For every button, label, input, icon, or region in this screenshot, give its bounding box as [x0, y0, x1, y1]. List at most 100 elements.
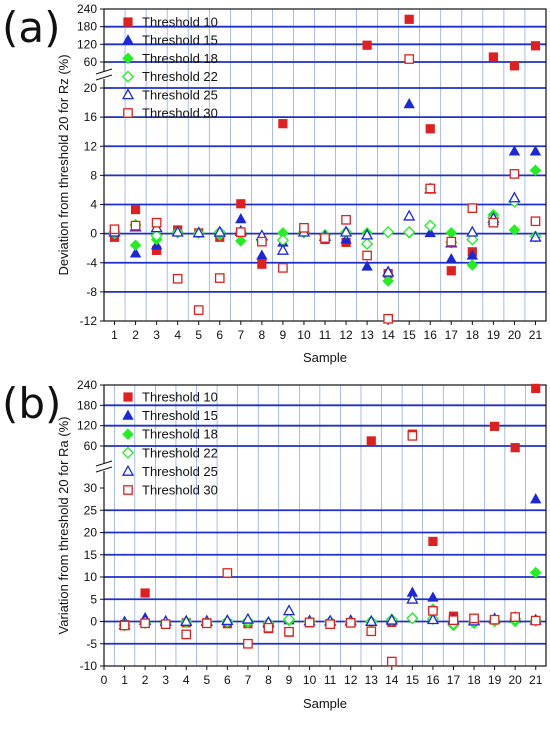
data-point [214, 273, 225, 283]
legend-label: Threshold 15 [142, 33, 218, 48]
x-tick-label: 6 [224, 673, 231, 687]
x-tick-label: 9 [280, 328, 287, 342]
data-point [282, 613, 296, 626]
legend-label: Threshold 22 [142, 69, 218, 84]
legend-marker [122, 428, 134, 440]
x-tick-label: 10 [303, 673, 317, 687]
data-point [529, 145, 542, 156]
data-point [130, 220, 141, 231]
data-point [531, 383, 541, 393]
legend-item: Threshold 15 [122, 408, 218, 423]
data-point [263, 622, 274, 633]
data-point [235, 213, 247, 224]
axis-break-gap [96, 71, 112, 79]
data-point [213, 225, 226, 237]
data-point [345, 617, 356, 628]
x-tick-label: 14 [385, 673, 399, 687]
axis-break-mark [95, 460, 113, 467]
y-axis-title: Variation from threshold 20 for Ra (%) [56, 417, 71, 635]
data-point [299, 222, 309, 233]
x-tick-label: 3 [153, 328, 160, 342]
y-tick-label: 12 [84, 139, 98, 153]
data-point [508, 191, 521, 203]
x-tick-label: 8 [265, 673, 272, 687]
y-tick-label: 16 [84, 110, 98, 124]
legend-item: Threshold 22 [121, 445, 218, 460]
data-point [467, 203, 478, 213]
data-point [382, 265, 395, 277]
data-point [530, 216, 541, 227]
data-point [276, 243, 290, 255]
data-point [140, 618, 150, 629]
data-point [428, 605, 438, 616]
legend-marker [122, 409, 134, 420]
x-tick-label: 21 [529, 328, 543, 342]
data-point [424, 226, 436, 238]
legend-label: Threshold 25 [142, 464, 218, 479]
legend-label: Threshold 15 [142, 408, 218, 423]
data-point [282, 604, 296, 616]
x-tick-label: 15 [403, 328, 417, 342]
legend-item: Threshold 10 [123, 390, 218, 405]
data-point [241, 612, 255, 624]
legend-marker [121, 446, 135, 459]
data-point [362, 40, 372, 50]
data-point [530, 615, 541, 626]
legend-label: Threshold 22 [142, 445, 218, 460]
x-tick-label: 18 [466, 328, 480, 342]
y-tick-label: -4 [86, 256, 97, 270]
x-tick-label: 4 [183, 673, 190, 687]
data-point [509, 169, 520, 179]
data-point [529, 164, 542, 177]
data-point [403, 97, 415, 109]
x-tick-label: 11 [324, 673, 337, 687]
data-point [201, 618, 212, 629]
y-tick-label: -8 [86, 285, 97, 299]
legend-item: Threshold 18 [122, 427, 218, 442]
series-threshold-30 [109, 54, 541, 324]
data-point [425, 124, 435, 134]
data-point [406, 592, 419, 604]
data-point [508, 145, 521, 156]
x-axis-title: Sample [303, 696, 347, 711]
data-point [404, 14, 414, 24]
y-tick-label: 10 [84, 570, 98, 584]
legend-label: Threshold 30 [142, 106, 218, 121]
data-point [490, 421, 500, 431]
data-point [181, 629, 192, 640]
data-point [510, 443, 520, 453]
x-tick-label: 1 [111, 328, 118, 342]
data-point [386, 656, 397, 667]
x-tick-label: 18 [467, 673, 481, 687]
x-tick-label: 0 [101, 673, 108, 687]
legend-label: Threshold 10 [142, 390, 218, 405]
data-point [529, 566, 542, 579]
data-point [488, 52, 498, 62]
data-point [406, 612, 419, 625]
panel-label-b: (b) [2, 379, 61, 428]
legend-label: Threshold 18 [142, 427, 218, 442]
data-point [382, 275, 394, 287]
legend-item: Threshold 15 [122, 33, 218, 48]
data-point [448, 615, 459, 626]
y-tick-label: -12 [80, 314, 98, 328]
legend-marker [123, 485, 133, 495]
data-point [140, 588, 150, 598]
data-point [489, 614, 500, 625]
data-point [466, 259, 479, 271]
data-point [339, 225, 353, 237]
data-point [257, 236, 267, 247]
y-tick-label: 60 [84, 55, 98, 69]
legend-marker [123, 108, 133, 118]
x-tick-label: 12 [344, 673, 358, 687]
y-tick-label: 120 [77, 419, 97, 433]
y-tick-label: 240 [77, 378, 97, 392]
data-point [192, 226, 205, 238]
data-point [278, 119, 288, 129]
data-point [235, 227, 246, 238]
data-point [284, 626, 294, 637]
y-tick-label: 30 [84, 481, 98, 495]
data-point [360, 237, 374, 250]
x-tick-label: 2 [142, 673, 149, 687]
